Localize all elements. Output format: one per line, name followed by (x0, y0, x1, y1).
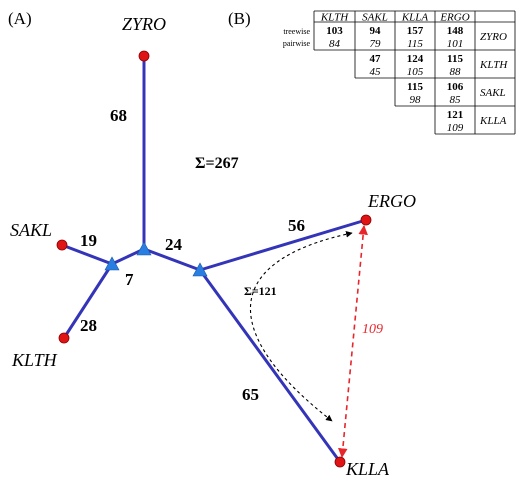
table-cell-pairwise: 45 (370, 66, 382, 78)
table-cell-treewise: 115 (447, 53, 463, 65)
table-row-label-klla: KLLA (479, 115, 507, 127)
table-cell-treewise: 47 (370, 53, 382, 65)
internal-node-1 (104, 256, 120, 271)
panel-label-a: (A) (8, 9, 32, 28)
table-treewise-label: treewise (283, 27, 310, 36)
table-cell-pairwise: 85 (450, 94, 462, 106)
tree-total-length: Σ=267 (195, 155, 239, 172)
leaf-node-klth (58, 332, 70, 344)
taxon-label-klla: KLLA (345, 459, 390, 478)
branch-length-sakl: 19 (80, 231, 97, 250)
taxon-label-sakl: SAKL (10, 220, 52, 240)
taxon-label-ergo: ERGO (367, 191, 416, 211)
internal-node-2 (136, 241, 152, 256)
table-row-label-klth: KLTH (479, 59, 508, 71)
panel-label-b: (B) (228, 9, 251, 28)
table-row-label-zyro: ZYRO (480, 31, 507, 43)
edge-ergo (199, 218, 367, 272)
table-cell-pairwise: 101 (447, 38, 464, 50)
table-cell-pairwise: 84 (329, 38, 341, 50)
path-length-ergo-klla: Σ=121 (244, 284, 277, 298)
internal-nodes (104, 241, 208, 277)
table-cell-pairwise: 105 (407, 66, 424, 78)
table-cell-pairwise: 79 (370, 38, 382, 50)
distance-table: KLTH SAKL KLLA ERGO treewise pairwise ZY… (283, 10, 516, 135)
branch-length-inner-short: 7 (125, 270, 134, 289)
edge-klla (198, 269, 342, 463)
table-col-header-klth: KLTH (320, 12, 349, 24)
branch-length-zyro: 68 (110, 106, 127, 125)
table-col-header-ergo: ERGO (439, 12, 469, 24)
table-cell-pairwise: 88 (450, 66, 462, 78)
edge-klth (62, 263, 114, 339)
path-sum-arrow (250, 231, 353, 422)
branch-length-ergo: 56 (288, 216, 305, 235)
branch-length-klla: 65 (242, 385, 259, 404)
table-row-label-sakl: SAKL (480, 87, 506, 99)
table-cell-pairwise: 98 (410, 94, 422, 106)
table-cell-treewise: 157 (407, 25, 424, 37)
leaf-nodes (56, 50, 372, 468)
table-cell-treewise: 115 (407, 81, 423, 93)
tree-edges (61, 56, 367, 463)
table-cell-treewise: 148 (447, 25, 464, 37)
table-col-header-sakl: SAKL (362, 12, 388, 24)
table-grid (313, 10, 516, 135)
leaf-node-ergo (360, 214, 372, 226)
table-cell-treewise: 124 (407, 53, 424, 65)
leaf-node-zyro (138, 50, 150, 62)
edge-sakl (61, 243, 113, 266)
edge-inner-long (143, 247, 201, 272)
table-col-header-klla: KLLA (401, 12, 429, 24)
table-pairwise-label: pairwise (283, 39, 311, 48)
taxon-label-zyro: ZYRO (122, 14, 166, 34)
table-cell-pairwise: 109 (447, 122, 464, 134)
branch-length-inner-long: 24 (165, 235, 183, 254)
taxon-label-klth: KLTH (11, 350, 58, 370)
table-cell-treewise: 103 (326, 25, 343, 37)
pairwise-distance-arrow (338, 225, 368, 458)
table-cell-treewise: 106 (447, 81, 464, 93)
table-cell-treewise: 94 (370, 25, 382, 37)
internal-node-3 (192, 262, 208, 277)
pairwise-distance-label: 109 (362, 322, 383, 337)
leaf-node-klla (334, 456, 346, 468)
table-cell-treewise: 121 (447, 109, 464, 121)
branch-length-klth: 28 (80, 316, 97, 335)
table-cell-pairwise: 115 (407, 38, 423, 50)
leaf-node-sakl (56, 239, 68, 251)
